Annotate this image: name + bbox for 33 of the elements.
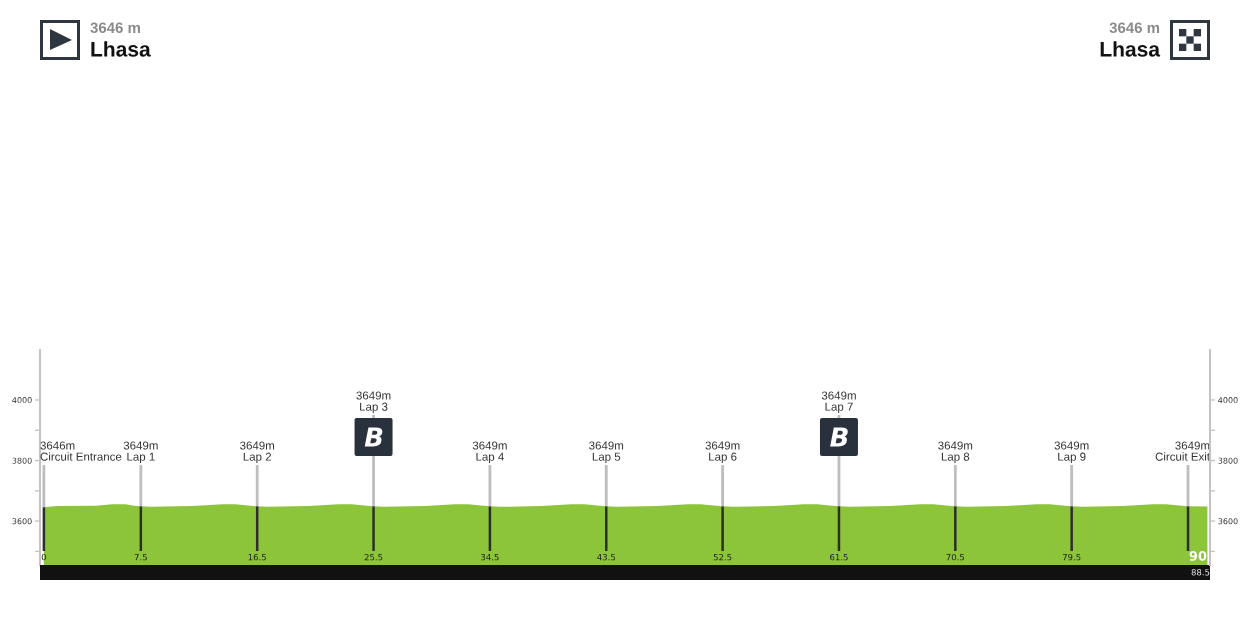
text: 3646 m [90, 22, 140, 34]
x-tick-label: 34.5 [481, 553, 499, 561]
x-tick-label: 70.5 [946, 553, 965, 561]
ref-line-label: 3649m Lap 4 [472, 441, 507, 463]
text: Lhasa [1100, 41, 1161, 57]
ref-line-label: 3649m Lap 7 [821, 391, 856, 413]
ref-line-label: 3649m Lap 3 [356, 391, 391, 413]
y-tick-label: 3600 [12, 518, 32, 525]
y2-tick-label: 3800 [1218, 457, 1238, 464]
text: Lhasa [91, 41, 151, 57]
ref-line-label: 3649m Lap 9 [1054, 441, 1089, 463]
x-tick-label: 43.5 [597, 553, 615, 561]
y2-tick-label: 3600 [1218, 518, 1238, 525]
x-tick-label: 79.5 [1062, 553, 1081, 561]
ref-line-label: 3649m Lap 1 [123, 441, 158, 463]
x-tick-label: 52.5 [713, 553, 732, 561]
y-tick-label: 3800 [12, 457, 32, 464]
x-tick-label: 0 [41, 553, 47, 561]
ref-line-label: 3649m Lap 2 [240, 441, 275, 463]
ref-line-label: 3649m Lap 8 [938, 441, 973, 463]
text: 88.5 [1191, 569, 1210, 576]
x-tick-label: 61.5 [830, 553, 848, 561]
text: 3646 m [1109, 22, 1160, 34]
annotation: 90 [1189, 550, 1207, 561]
ref-line-label: 3646m Circuit Entrance [40, 441, 122, 461]
ref-line-label: 3649m Circuit Exit [1155, 441, 1210, 461]
x-tick-label: 7.5 [134, 554, 147, 561]
ref-line-label: 3649m Lap 6 [705, 441, 740, 463]
x-tick-label: 25.5 [364, 553, 383, 561]
x-tick-label: 16.5 [248, 553, 266, 561]
y-tick-label: 4000 [12, 397, 32, 404]
ref-line-label: 3649m Lap 5 [589, 441, 624, 463]
y2-tick-label: 4000 [1218, 397, 1238, 404]
